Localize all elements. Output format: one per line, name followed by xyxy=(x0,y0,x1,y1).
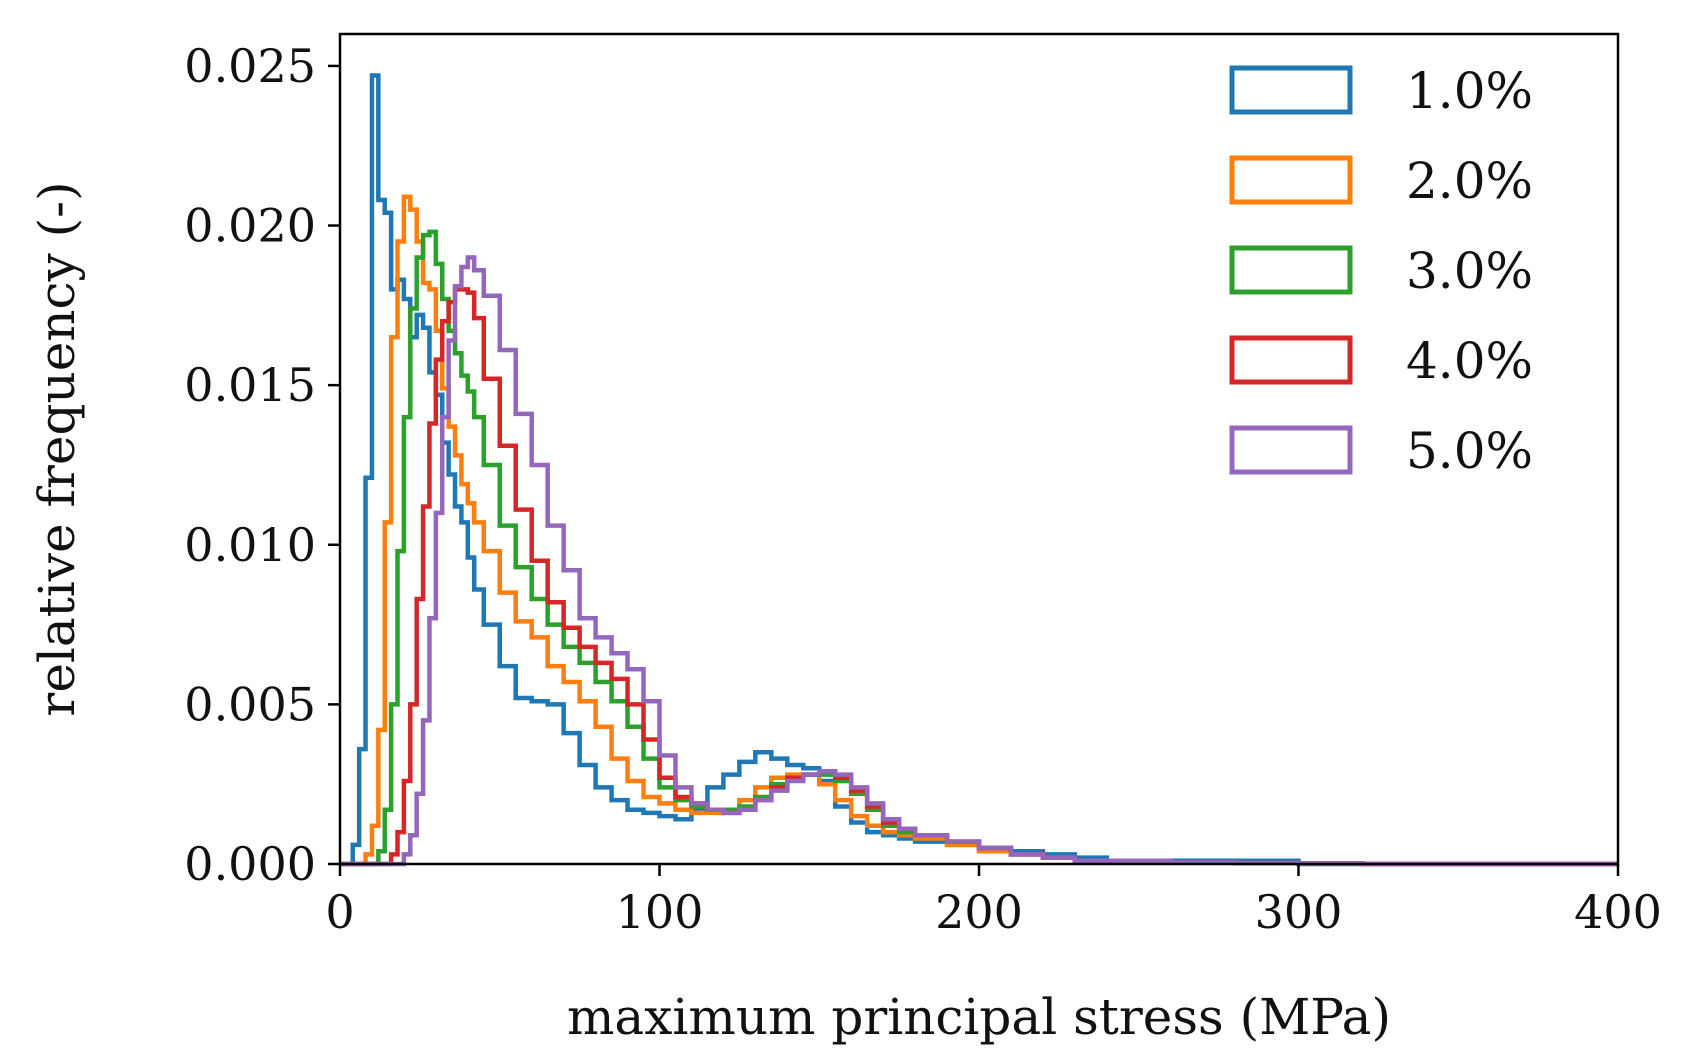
legend-label-1: 1.0% xyxy=(1406,62,1533,120)
x-tick-label: 200 xyxy=(935,885,1023,939)
y-axis: 0.000 0.005 0.010 0.015 0.020 0.025 xyxy=(184,39,340,891)
legend-label-3: 3.0% xyxy=(1406,242,1533,300)
legend-swatch-5 xyxy=(1229,425,1353,475)
y-tick-label: 0.020 xyxy=(184,199,316,253)
y-tick-label: 0.015 xyxy=(184,358,316,412)
legend-label-5: 5.0% xyxy=(1406,422,1533,480)
y-tick-label: 0.025 xyxy=(184,39,316,93)
y-tick-label: 0.000 xyxy=(184,837,316,891)
legend-label-4: 4.0% xyxy=(1406,332,1533,390)
series-line-2 xyxy=(340,194,1618,867)
y-tick-label: 0.005 xyxy=(184,677,316,731)
legend-label-2: 2.0% xyxy=(1406,152,1533,210)
x-tick-label: 300 xyxy=(1255,885,1343,939)
legend-swatch-1 xyxy=(1229,65,1353,115)
series-layer xyxy=(340,73,1618,867)
legend-swatch-4 xyxy=(1229,335,1353,385)
x-axis: 0 100 200 300 400 xyxy=(325,864,1662,939)
x-tick-label: 400 xyxy=(1574,885,1662,939)
legend-swatch-2 xyxy=(1229,155,1353,205)
legend-swatch-3 xyxy=(1229,245,1353,295)
y-axis-title: relative frequency (-) xyxy=(28,181,86,716)
legend: 1.0% 2.0% 3.0% 4.0% 5.0% xyxy=(1229,62,1533,480)
y-tick-label: 0.010 xyxy=(184,518,316,572)
x-tick-label: 100 xyxy=(616,885,704,939)
series-line-5 xyxy=(340,255,1618,867)
x-axis-title: maximum principal stress (MPa) xyxy=(567,988,1391,1046)
x-tick-label: 0 xyxy=(325,885,354,939)
